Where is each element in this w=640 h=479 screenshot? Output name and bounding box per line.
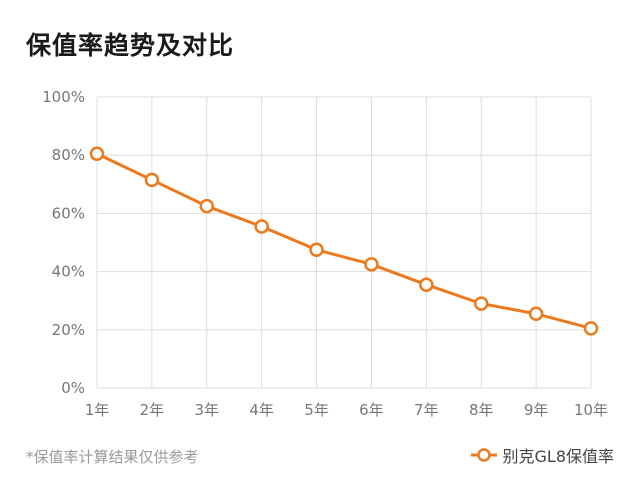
data-point xyxy=(254,219,269,234)
x-tick-label: 2年 xyxy=(140,401,165,419)
data-point xyxy=(473,296,489,311)
y-tick-label: 80% xyxy=(52,146,85,164)
legend: 别克GL8保值率 xyxy=(470,443,615,467)
data-point xyxy=(89,146,105,161)
chart-title: 保值率趋势及对比 xyxy=(26,31,235,60)
series-line xyxy=(95,152,593,330)
y-tick-label: 60% xyxy=(52,204,85,222)
legend-marker-icon xyxy=(470,448,497,462)
y-tick-label: 0% xyxy=(61,379,85,397)
y-tick-label: 20% xyxy=(52,321,85,339)
y-tick-label: 100% xyxy=(42,88,85,106)
x-tick-label: 3年 xyxy=(195,401,220,419)
data-point xyxy=(309,242,324,258)
x-tick-label: 4年 xyxy=(249,401,274,419)
x-tick-label: 8年 xyxy=(469,401,494,419)
x-tick-label: 9年 xyxy=(524,401,549,419)
data-point xyxy=(144,172,160,188)
x-tick-label: 1年 xyxy=(85,401,110,419)
x-tick-label: 10年 xyxy=(574,401,608,419)
data-point xyxy=(419,277,434,292)
x-tick-label: 7年 xyxy=(414,401,439,419)
data-point xyxy=(583,321,599,336)
footnote: *保值率计算结果仅供参考 xyxy=(26,448,199,466)
data-point xyxy=(528,306,544,322)
data-point xyxy=(199,198,215,214)
legend-label: 别克GL8保值率 xyxy=(502,447,615,466)
y-tick-label: 40% xyxy=(52,263,85,281)
x-tick-label: 6年 xyxy=(359,401,384,419)
data-point xyxy=(364,257,379,272)
x-tick-label: 5年 xyxy=(304,401,329,419)
